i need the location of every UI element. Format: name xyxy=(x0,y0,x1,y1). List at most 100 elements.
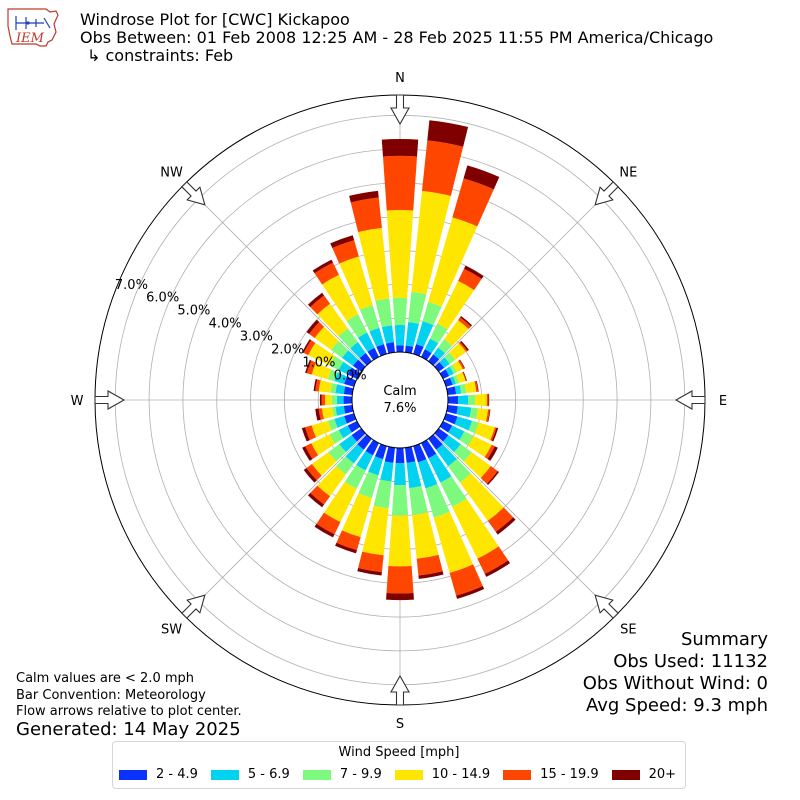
calm-circle xyxy=(351,351,449,449)
bar-segment-350-3 xyxy=(358,227,390,301)
bar-segment-140-1 xyxy=(436,444,457,467)
bar-segment-210-2 xyxy=(344,465,366,489)
legend-swatch xyxy=(210,769,239,780)
bar-segment-60-5 xyxy=(459,359,466,369)
grid-spoke xyxy=(433,184,616,367)
bar-segment-50-3 xyxy=(449,343,467,360)
bar-segment-150-3 xyxy=(452,498,499,559)
bar-segment-200-1 xyxy=(368,456,384,476)
legend-swatch xyxy=(302,769,331,780)
bar-segment-340-3 xyxy=(339,256,373,310)
bar-segment-300-2 xyxy=(329,356,344,371)
bar-segment-320-3 xyxy=(317,303,348,337)
legend-item: 20+ xyxy=(611,767,677,782)
bar-segment-350-5 xyxy=(349,190,379,203)
bar-segment-0-4 xyxy=(382,155,418,211)
bar-segment-330-4 xyxy=(314,262,339,285)
bar-segment-40-4 xyxy=(458,317,471,329)
bar-segment-0-3 xyxy=(386,209,414,299)
bar-segment-80-5 xyxy=(476,380,479,392)
bar-segment-330-2 xyxy=(346,314,368,338)
bar-segment-330-1 xyxy=(358,332,375,352)
bar-segment-230-0 xyxy=(351,428,366,442)
bar-segment-300-5 xyxy=(302,339,312,354)
bar-segment-50-4 xyxy=(458,341,468,352)
summary-heading: Summary xyxy=(681,629,768,650)
bar-segment-340-0 xyxy=(376,344,387,357)
flow-arrow-e xyxy=(674,390,706,410)
bar-segment-290-4 xyxy=(306,360,316,375)
bar-segment-130-1 xyxy=(443,435,461,453)
bar-segment-120-1 xyxy=(448,425,465,441)
bar-segment-330-3 xyxy=(322,274,359,321)
bar-segment-250-0 xyxy=(344,413,357,424)
bar-segment-240-4 xyxy=(305,443,319,459)
bar-segment-210-4 xyxy=(316,512,341,535)
legend-label: 20+ xyxy=(648,767,677,782)
legend-swatch xyxy=(503,769,532,780)
bar-segment-80-4 xyxy=(474,381,478,392)
bar-segment-20-2 xyxy=(422,301,442,326)
bar-segment-270-0 xyxy=(343,396,353,404)
bar-segment-260-1 xyxy=(335,405,346,416)
r-tick-label: 5.0% xyxy=(177,304,210,319)
bar-segment-280-0 xyxy=(343,386,354,395)
legend-label: 7 - 9.9 xyxy=(339,767,382,782)
bar-segment-10-1 xyxy=(405,322,419,347)
bar-segment-140-4 xyxy=(487,507,514,532)
bar-segment-190-3 xyxy=(362,505,389,556)
bar-segment-220-1 xyxy=(345,444,364,464)
grid-spoke xyxy=(184,433,367,616)
bar-segment-160-5 xyxy=(456,585,485,599)
compass-label-s: S xyxy=(396,717,404,732)
bar-segment-240-1 xyxy=(338,425,352,439)
bar-segment-170-5 xyxy=(418,571,444,579)
bar-segment-50-1 xyxy=(439,357,450,368)
bar-segment-150-0 xyxy=(421,439,437,459)
bar-segment-280-3 xyxy=(318,380,333,393)
bar-segment-350-0 xyxy=(385,342,395,354)
r-tick-label: 7.0% xyxy=(115,278,148,293)
bar-segment-300-4 xyxy=(303,340,316,356)
bar-segment-190-2 xyxy=(373,479,392,509)
bar-segment-340-2 xyxy=(359,305,380,332)
bar-segment-30-2 xyxy=(429,323,448,344)
bar-segment-150-5 xyxy=(484,560,511,577)
bar-segment-240-3 xyxy=(311,434,335,456)
bar-segment-220-3 xyxy=(317,466,346,497)
legend-swatch xyxy=(119,769,147,780)
bar-segment-210-5 xyxy=(314,523,335,538)
bar-segment-90-3 xyxy=(474,393,487,407)
bar-segment-0-0 xyxy=(396,345,404,353)
bar-segment-210-0 xyxy=(365,439,379,456)
compass-label-sw: SW xyxy=(161,622,182,637)
r-tick-label: 3.0% xyxy=(240,330,273,345)
bar-segment-270-3 xyxy=(324,394,332,406)
bar-segment-130-4 xyxy=(480,465,498,484)
bar-segment-20-3 xyxy=(428,217,478,307)
bar-segment-30-4 xyxy=(458,268,482,291)
bar-segment-100-0 xyxy=(446,405,458,415)
grid-spoke xyxy=(184,184,367,367)
bar-segment-0-5 xyxy=(381,138,419,157)
bar-segment-70-3 xyxy=(456,372,466,384)
bar-segment-40-5 xyxy=(460,316,473,327)
logo-text: IEM xyxy=(15,31,45,46)
obs-period: Obs Between: 01 Feb 2008 12:25 AM - 28 F… xyxy=(80,28,714,47)
bars xyxy=(301,120,516,601)
flow-arrow-n xyxy=(390,94,410,126)
bar-segment-290-3 xyxy=(311,362,332,380)
bar-segment-290-0 xyxy=(344,376,357,387)
bar-segment-100-1 xyxy=(456,406,472,418)
bar-segment-270-1 xyxy=(336,395,344,405)
bar-segment-190-4 xyxy=(358,551,384,573)
bar-segment-50-2 xyxy=(444,352,456,364)
flow-arrow-s xyxy=(390,674,410,706)
bar-segment-140-5 xyxy=(495,517,516,535)
bar-segment-340-1 xyxy=(369,327,384,347)
bar-segment-90-1 xyxy=(458,395,469,405)
bar-segment-270-2 xyxy=(331,395,337,405)
bar-segment-170-1 xyxy=(406,461,422,489)
bar-segment-80-2 xyxy=(459,383,467,394)
bar-segment-240-5 xyxy=(302,446,313,461)
